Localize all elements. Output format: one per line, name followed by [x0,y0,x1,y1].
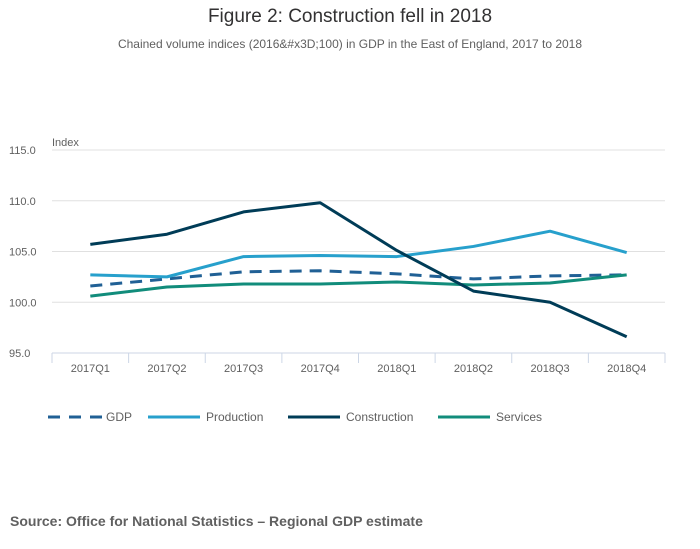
legend-label: Construction [346,410,413,424]
legend: GDP Production Construction Services [48,410,542,424]
x-tick-label: 2018Q1 [377,363,416,375]
series-lines [90,201,628,339]
series-line-production [90,229,628,279]
legend-item-production[interactable]: Production [148,410,263,424]
y-tick-label: 95.0 [9,348,30,360]
series-line-gdp [90,269,627,288]
legend-label: Services [496,410,542,424]
x-tick-label: 2017Q2 [147,363,186,375]
legend-label: GDP [106,410,132,424]
y-tick-label: 115.0 [9,145,36,157]
x-tick-label: 2017Q3 [224,363,263,375]
x-axis: 2017Q1 2017Q2 2017Q3 2017Q4 2018Q1 2018Q2 2018… [51,352,666,375]
series-line-services [90,273,627,298]
legend-item-construction[interactable]: Construction [288,410,413,424]
legend-item-gdp[interactable]: GDP [48,410,132,424]
gridlines [52,149,665,303]
y-tick-label: 100.0 [9,297,37,309]
chart-subtitle: Chained volume indices (2016&#x3D;100) i… [117,37,583,51]
source-note: Source: Office for National Statistics –… [10,513,423,529]
x-tick-label: 2018Q2 [454,363,493,375]
y-tick-label: 110.0 [9,196,36,208]
y-axis: 95.0 100.0 105.0 110.0 115.0 [9,145,37,360]
y-tick-label: 105.0 [9,247,37,259]
x-tick-label: 2017Q4 [301,363,340,375]
series-line-construction [90,201,628,339]
legend-item-services[interactable]: Services [438,410,542,424]
x-tick-label: 2017Q1 [71,363,110,375]
legend-label: Production [206,410,263,424]
x-tick-label: 2018Q4 [607,363,646,375]
x-tick-label: 2018Q3 [530,363,569,375]
chart-title: Figure 2: Construction fell in 2018 [207,6,493,27]
y-axis-label: Index [52,137,79,149]
